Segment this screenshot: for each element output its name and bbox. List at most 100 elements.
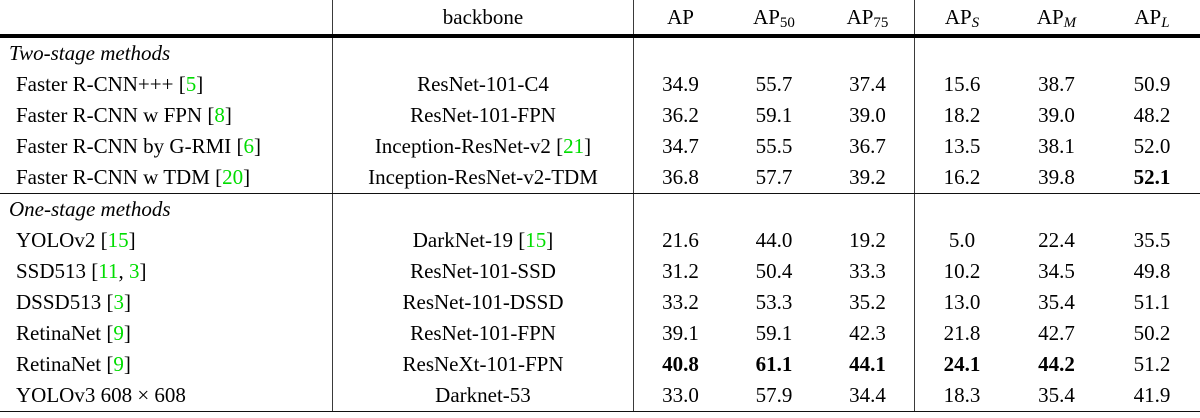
metric-subscript: 75 — [873, 15, 889, 31]
text-run: ] — [123, 352, 131, 376]
metric-apm: 42.7 — [1038, 321, 1075, 345]
metric-apm: 38.1 — [1038, 134, 1075, 158]
table-row-faster-rcnn-tdm: Faster R-CNN w TDM [20] Inception-ResNet… — [0, 162, 1200, 193]
metric-ap50: 55.7 — [755, 72, 793, 96]
metric-aps: 18.2 — [914, 100, 1009, 131]
table-row-ssd513: SSD513 [11, 3] ResNet-101-SSD 31.2 50.4 … — [0, 256, 1200, 287]
table-row-faster-rcnn-fpn: Faster R-CNN w FPN [8] ResNet-101-FPN 36… — [0, 100, 1200, 131]
method-cell: DSSD513 [3] — [0, 287, 332, 318]
backbone-cell: Darknet-53 — [332, 380, 633, 411]
metric-ap: 33.0 — [633, 380, 727, 411]
metric-ap75: 19.2 — [849, 228, 886, 252]
citation-link[interactable]: 11 — [98, 259, 119, 283]
text-run: ] — [224, 103, 232, 127]
metric-apl: 51.1 — [1133, 290, 1171, 314]
citation-link[interactable]: 6 — [243, 134, 254, 158]
metric-ap75: 34.4 — [849, 383, 886, 407]
backbone-cell: ResNet-101-C4 — [332, 69, 633, 100]
method-cell: YOLOv2 [15] — [0, 225, 332, 256]
metric-ap75: 39.0 — [849, 103, 886, 127]
metric-ap75: 35.2 — [849, 290, 886, 314]
metric-ap50: 57.7 — [755, 165, 793, 189]
metric-ap: 34.9 — [633, 69, 727, 100]
citation-link[interactable]: 15 — [107, 228, 129, 252]
metric-ap: 39.1 — [633, 318, 727, 349]
backbone-cell: Inception-ResNet-v2-TDM — [332, 162, 633, 193]
empty-cell — [727, 38, 821, 69]
table-row-yolov2: YOLOv2 [15] DarkNet-19 [15] 21.6 44.0 19… — [0, 225, 1200, 256]
metric-ap: 33.2 — [633, 287, 727, 318]
method-cell: Faster R-CNN by G-RMI [6] — [0, 131, 332, 162]
table-row-retinanet-resnext: RetinaNet [9] ResNeXt-101-FPN 40.8 61.1 … — [0, 349, 1200, 380]
empty-cell — [332, 194, 633, 225]
text-run: RetinaNet [ — [16, 321, 114, 345]
metric-apm: 44.2 — [1038, 352, 1075, 376]
citation-link[interactable]: 3 — [129, 259, 140, 283]
metric-apl: 48.2 — [1133, 103, 1171, 127]
text-run: ] — [546, 228, 554, 252]
metric-label: AP — [753, 5, 780, 29]
metric-aps: 10.2 — [914, 256, 1009, 287]
text-run: Inception-ResNet-v2-TDM — [368, 165, 598, 189]
text-run: YOLOv2 [ — [16, 228, 108, 252]
backbone-cell: ResNet-101-FPN — [332, 318, 633, 349]
citation-link[interactable]: 9 — [113, 352, 124, 376]
text-run: ResNet-101-FPN — [410, 103, 556, 127]
header-metric-ap50: AP50 — [727, 0, 821, 34]
empty-cell — [1104, 194, 1200, 225]
backbone-cell: ResNet-101-DSSD — [332, 287, 633, 318]
metric-ap50: 59.1 — [755, 103, 793, 127]
text-run: ResNeXt-101-FPN — [402, 352, 564, 376]
metric-ap: 40.8 — [633, 349, 727, 380]
text-run: Darknet-53 — [435, 383, 531, 407]
citation-link[interactable]: 15 — [525, 228, 547, 252]
text-run: ] — [196, 72, 204, 96]
text-run: Faster R-CNN w TDM [ — [16, 165, 223, 189]
text-run: ResNet-101-SSD — [410, 259, 556, 283]
metric-ap50: 57.9 — [755, 383, 793, 407]
metric-ap: 34.7 — [633, 131, 727, 162]
metric-aps: 15.6 — [914, 69, 1009, 100]
metric-apl: 50.2 — [1133, 321, 1171, 345]
metric-ap: 21.6 — [633, 225, 727, 256]
header-backbone-cell: backbone — [332, 0, 633, 34]
text-run: RetinaNet [ — [16, 352, 114, 376]
citation-link[interactable]: 8 — [214, 103, 225, 127]
empty-cell — [914, 38, 1009, 69]
metric-aps: 16.2 — [914, 162, 1009, 193]
table-row-faster-rcnn-grmi: Faster R-CNN by G-RMI [6] Inception-ResN… — [0, 131, 1200, 162]
metric-apl: 50.9 — [1133, 72, 1171, 96]
empty-cell — [332, 38, 633, 69]
metric-ap50: 50.4 — [755, 259, 793, 283]
citation-link[interactable]: 5 — [185, 72, 197, 96]
text-run: Inception-ResNet-v2 [ — [374, 134, 564, 158]
metric-ap75: 36.7 — [849, 134, 886, 158]
metric-apm: 35.4 — [1038, 383, 1075, 407]
citation-link[interactable]: 9 — [113, 321, 124, 345]
text-run: DSSD513 [ — [16, 290, 114, 314]
method-cell: YOLOv3 608 × 608 — [0, 380, 332, 411]
metric-apl: 41.9 — [1133, 383, 1171, 407]
header-metric-ap75: AP75 — [821, 0, 914, 34]
citation-link[interactable]: 20 — [222, 165, 244, 189]
citation-link[interactable]: 21 — [563, 134, 585, 158]
text-run: ResNet-101-DSSD — [402, 290, 564, 314]
metric-ap: 31.2 — [633, 256, 727, 287]
header-metric-apm: APM — [1009, 0, 1104, 34]
metric-apm: 39.0 — [1038, 103, 1075, 127]
section-label: One-stage methods — [9, 197, 171, 221]
metric-ap50: 53.3 — [755, 290, 793, 314]
text-run: ] — [253, 134, 261, 158]
method-cell: Faster R-CNN+++ [5] — [0, 69, 332, 100]
text-run: ] — [139, 259, 147, 283]
header-metric-aps: APS — [914, 0, 1009, 34]
text-run: ] — [128, 228, 136, 252]
metric-aps: 18.3 — [914, 380, 1009, 411]
metric-apl: 35.5 — [1133, 228, 1171, 252]
method-cell: Faster R-CNN w TDM [20] — [0, 162, 332, 193]
header-method-cell — [0, 0, 332, 34]
citation-link[interactable]: 3 — [113, 290, 124, 314]
header-row: backbone AP AP50 AP75 APS APM APL — [0, 0, 1200, 38]
empty-cell — [633, 38, 727, 69]
text-run: Faster R-CNN by G-RMI [ — [16, 134, 244, 158]
